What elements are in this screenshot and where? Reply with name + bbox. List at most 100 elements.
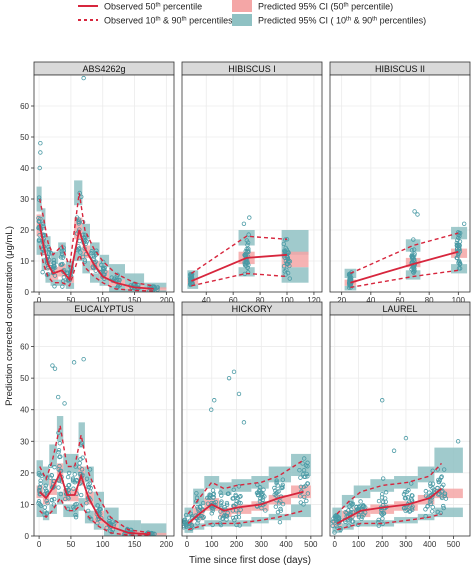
observed-p90-line	[350, 232, 459, 275]
observed-point	[380, 398, 385, 403]
legend-key-obs1090: Observed 10th & 90th percentiles	[78, 16, 233, 26]
observed-point	[439, 489, 444, 494]
observed-point	[194, 491, 199, 496]
observed-point	[61, 245, 66, 250]
observed-point	[226, 491, 231, 496]
observed-points	[187, 215, 293, 288]
pi-p10-band	[49, 504, 57, 514]
observed-point	[408, 508, 413, 514]
observed-point	[209, 511, 214, 516]
observed-point	[189, 275, 195, 281]
x-tick-label: 300	[399, 540, 413, 549]
observed-point	[405, 507, 410, 513]
panel-border	[33, 314, 175, 537]
observed-point	[93, 250, 99, 256]
legend-key-obs50: Observed 50th percentile	[78, 2, 202, 12]
x-axis: 0 50 100 150 200	[37, 292, 174, 305]
observed-point	[112, 521, 117, 526]
pi-p90-band	[405, 239, 421, 252]
pi-p90-band	[36, 460, 43, 477]
panel-title: LAUREL	[382, 304, 417, 314]
observed-point	[379, 511, 384, 516]
pi-p90-band	[78, 422, 85, 448]
observed-point	[61, 275, 67, 280]
observed-point	[58, 454, 63, 459]
observed-point	[347, 504, 352, 509]
observed-point	[102, 267, 107, 272]
pi-p90-band	[370, 479, 395, 492]
x-axis-label: Time since first dose (days)	[189, 555, 311, 566]
observed-point	[98, 507, 103, 512]
observed-point	[150, 531, 156, 536]
observed-point	[245, 260, 251, 265]
x-tick-label: 200	[160, 540, 174, 549]
observed-point	[66, 482, 72, 488]
observed-point	[435, 485, 440, 491]
observed-median-line	[187, 490, 304, 525]
pi-p90-band	[341, 494, 354, 508]
observed-point	[442, 491, 448, 496]
pi-p90-band	[332, 507, 342, 518]
observed-point	[298, 500, 303, 505]
observed-point	[406, 487, 411, 493]
pi-p90-band	[125, 273, 145, 286]
observed-point	[261, 487, 266, 492]
observed-point	[456, 251, 461, 257]
observed-point	[455, 439, 461, 444]
observed-point	[233, 492, 238, 498]
legend-label-obs50: Observed 50th percentile	[104, 2, 202, 12]
observed-point	[405, 495, 411, 500]
x-tick-label: 500	[447, 540, 461, 549]
y-tick-label: 20	[20, 469, 29, 478]
observed-point	[200, 515, 205, 521]
observed-point	[455, 256, 460, 261]
observed-point	[52, 273, 58, 278]
observed-p90-line	[187, 459, 304, 515]
observed-point	[219, 493, 224, 498]
x-tick-label: 50	[66, 296, 75, 305]
observed-point	[277, 519, 283, 525]
observed-point	[230, 515, 236, 521]
observed-point	[376, 517, 381, 523]
pi-p10-band	[353, 520, 371, 527]
observed-point	[149, 531, 154, 536]
observed-point	[236, 391, 242, 397]
observed-point	[298, 494, 303, 499]
x-tick-label: 300	[255, 540, 269, 549]
observed-point	[43, 488, 49, 493]
x-tick-label: 80	[256, 296, 265, 305]
observed-point	[84, 476, 90, 481]
observed-p10-line	[350, 269, 459, 289]
y-tick-label: 0	[25, 532, 30, 541]
pi-p10-band	[90, 273, 100, 283]
observed-point	[246, 246, 251, 251]
observed-point	[383, 490, 389, 495]
observed-point	[87, 467, 93, 472]
observed-point	[71, 360, 77, 365]
pi-p10-band	[118, 533, 141, 536]
observed-point	[436, 479, 441, 485]
panel-eucalyptus: EUCALYPTUS 0 50 100 150 200 0 10 20 30 40 50 60	[20, 301, 175, 549]
observed-point	[278, 506, 283, 512]
observed-point	[301, 456, 307, 461]
observed-point	[336, 516, 342, 522]
observed-point	[401, 492, 407, 497]
observed-point	[95, 516, 100, 522]
observed-point	[102, 272, 107, 277]
x-tick-label: 500	[304, 540, 318, 549]
observed-point	[62, 401, 67, 406]
y-tick-label: 0	[25, 288, 30, 297]
observed-point	[194, 495, 200, 501]
observed-point	[65, 474, 71, 480]
observed-point	[210, 522, 215, 528]
x-axis: 0 100 200 300 400 500	[333, 536, 461, 549]
observed-point	[58, 255, 64, 260]
observed-point	[347, 518, 352, 523]
x-axis: 0 50 100 150 200	[37, 536, 174, 549]
panel-border	[33, 74, 175, 293]
observed-point	[380, 476, 386, 481]
x-tick-label: 400	[279, 540, 293, 549]
observed-point	[89, 249, 94, 254]
pi-p90-band	[36, 186, 42, 212]
